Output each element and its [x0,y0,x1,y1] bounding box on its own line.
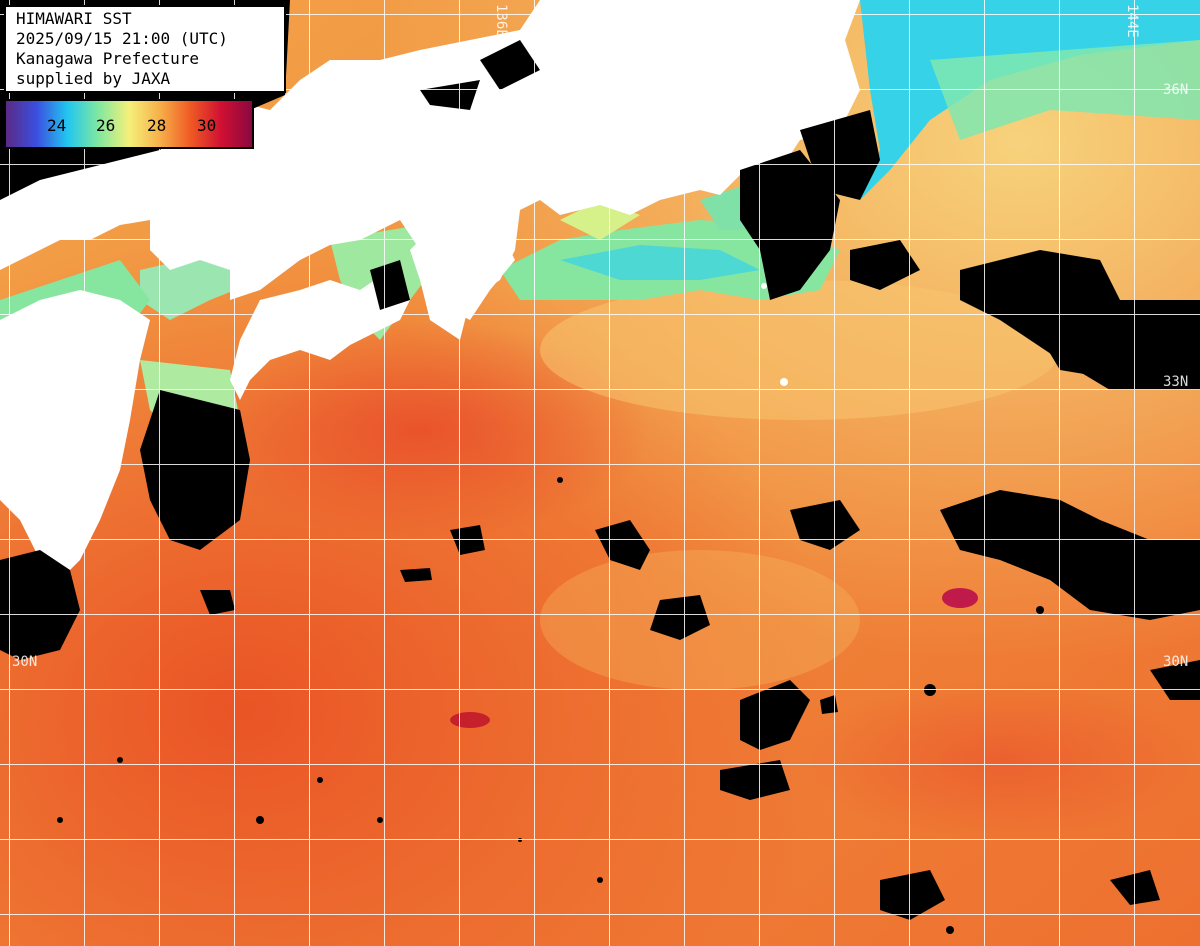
product-title: HIMAWARI SST [16,9,132,28]
lat-label-30n-left: 30N [12,654,37,670]
title-box: HIMAWARI SST 2025/09/15 21:00 (UTC) Kana… [4,5,286,93]
lat-label-36n: 36N [1163,82,1188,98]
lat-label-33n: 33N [1163,374,1188,390]
provider-prefecture: Kanagawa Prefecture [16,49,200,68]
legend-tick-26: 26 [96,116,116,135]
lon-label-136e: 136E [493,4,509,38]
lon-label-144e: 144E [1124,4,1140,38]
legend-tick-28: 28 [147,116,167,135]
legend-tick-30: 30 [197,116,217,135]
lat-label-30n-right: 30N [1163,654,1188,670]
timestamp: 2025/09/15 21:00 (UTC) [16,29,228,48]
data-credit: supplied by JAXA [16,69,171,88]
legend-tick-24: 24 [47,116,67,135]
color-scale-legend: 24 26 28 30 [4,99,254,149]
